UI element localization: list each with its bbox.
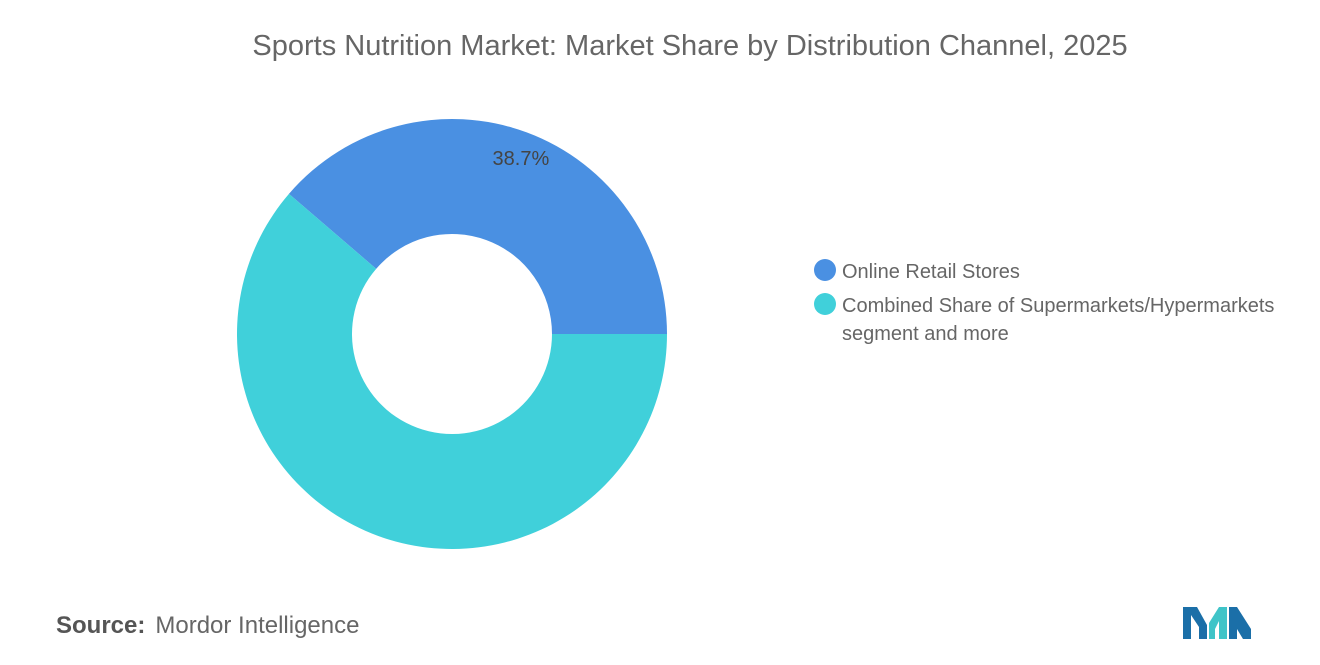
legend-swatch-online-retail — [814, 259, 836, 281]
legend-swatch-combined-share — [814, 293, 836, 315]
chart-title: Sports Nutrition Market: Market Share by… — [252, 30, 1128, 62]
legend-item-online-retail[interactable]: Online Retail Stores — [814, 258, 1284, 286]
source-note: Source: Mordor Intelligence — [56, 612, 359, 640]
donut-data-labels: 38.7% — [493, 148, 550, 170]
donut-slice-1[interactable] — [236, 193, 667, 549]
source-value: Mordor Intelligence — [155, 612, 360, 639]
donut-data-label-0: 38.7% — [493, 148, 550, 170]
mordor-intelligence-logo-icon — [1183, 607, 1251, 639]
legend-label-online-retail: Online Retail Stores — [842, 261, 1020, 283]
legend-label-combined-share: Combined Share of Supermarkets/Hypermark… — [842, 295, 1275, 345]
source-label: Source: — [56, 612, 146, 639]
donut-slice-0[interactable] — [288, 118, 667, 334]
legend: Online Retail Stores Combined Share of S… — [814, 258, 1284, 354]
donut-slices — [236, 118, 667, 549]
legend-item-combined-share[interactable]: Combined Share of Supermarkets/Hypermark… — [814, 292, 1284, 348]
